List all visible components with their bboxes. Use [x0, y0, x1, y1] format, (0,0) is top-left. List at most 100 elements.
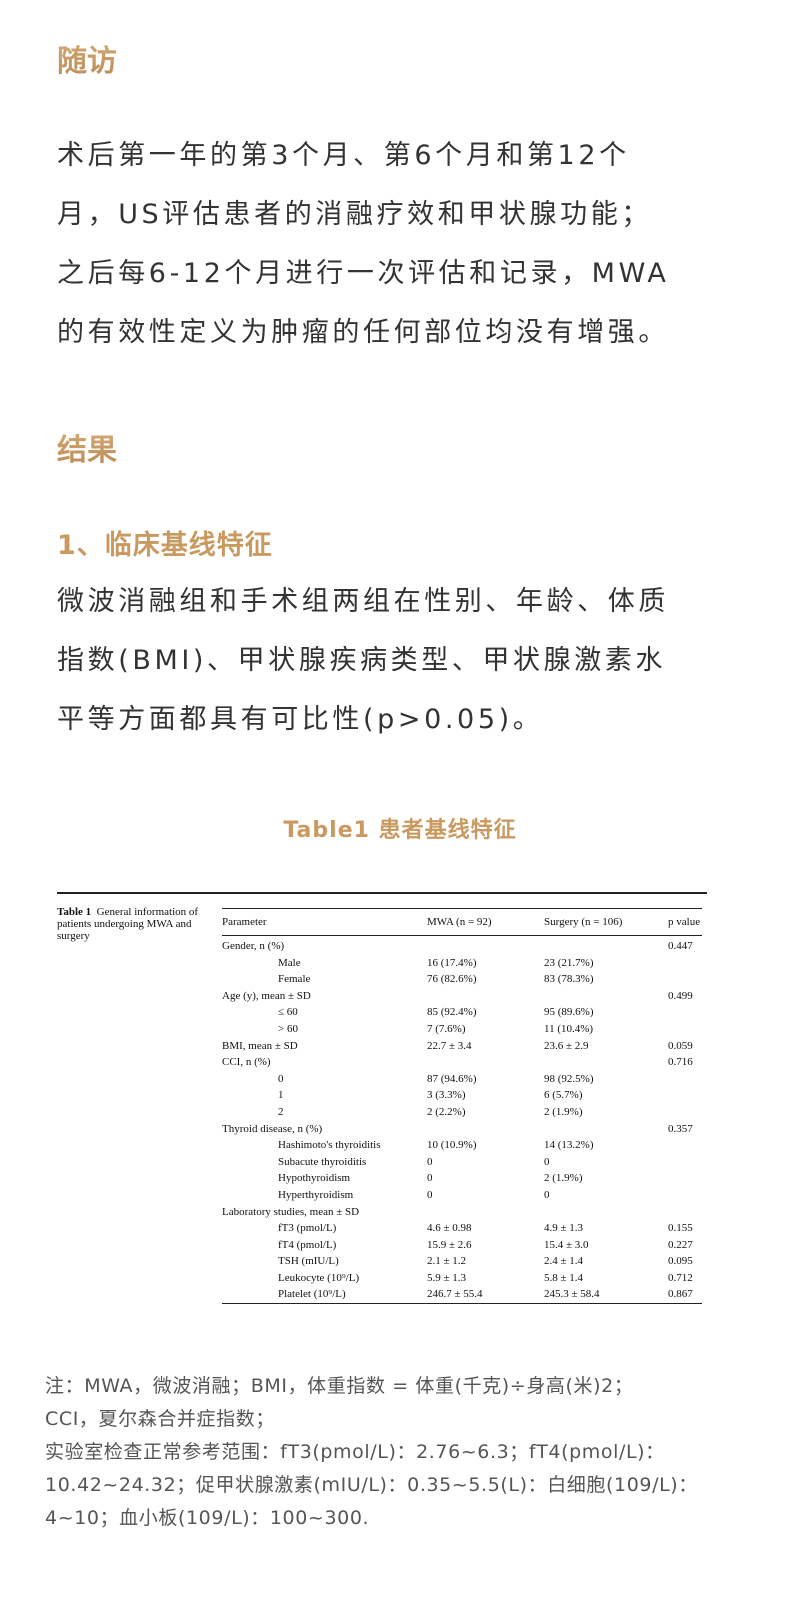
cell-parameter: ≤ 60 [278, 1006, 298, 1019]
table-row: fT4 (pmol/L) 15.9 ± 2.6 15.4 ± 3.0 0.227 [222, 1237, 702, 1254]
table-cell [427, 938, 544, 955]
table-cell [544, 938, 668, 955]
cell-parameter: TSH (mIU/L) [278, 1255, 339, 1268]
table-cell: 4.6 ± 0.98 [427, 1222, 472, 1235]
table-label: Table 1 [57, 906, 92, 918]
table-cell: 0 [544, 1188, 550, 1201]
text-line: 之后每6-12个月进行一次评估和记录，MWA [57, 258, 670, 289]
table-cell: 0.716 [668, 1056, 693, 1069]
table-row: Age (y), mean ± SD 0.499 [222, 988, 702, 1005]
table-cell: 98 (92.5%) [544, 1072, 594, 1085]
text-line: 微波消融组和手术组两组在性别、年龄、体质 [57, 586, 669, 617]
table-cell [668, 1170, 702, 1187]
note-line: 10.42~24.32；促甲状腺激素(mIU/L)：0.35~5.5(L)：白细… [45, 1474, 698, 1496]
table-cell: 6 (5.7%) [544, 1089, 583, 1102]
note-line: 注：MWA，微波消融；BMI，体重指数 = 体重(千克)÷身高(米)2； [45, 1375, 634, 1397]
text-line: 的有效性定义为肿瘤的任何部位均没有增强。 [57, 317, 669, 348]
cell-parameter: > 60 [278, 1022, 298, 1035]
table-cell: 15.4 ± 3.0 [544, 1238, 589, 1251]
table-cell: 0.155 [668, 1222, 693, 1235]
table-cell: 2 (2.2%) [427, 1105, 466, 1118]
table-cell: 2.4 ± 1.4 [544, 1255, 584, 1268]
text-line: 术后第一年的第3个月、第6个月和第12个 [57, 140, 630, 171]
text-line: 指数(BMI)、甲状腺疾病类型、甲状腺激素水 [57, 645, 667, 676]
table-cell: 23.6 ± 2.9 [544, 1039, 589, 1052]
baseline-table-image: Table 1 General information of patients … [55, 884, 707, 1312]
table-row: Leukocyte (10⁹/L) 5.9 ± 1.3 5.8 ± 1.4 0.712 [222, 1270, 702, 1287]
table-cell: 7 (7.6%) [427, 1022, 466, 1035]
table-row: fT3 (pmol/L) 4.6 ± 0.98 4.9 ± 1.3 0.155 [222, 1220, 702, 1237]
table-cell: 0.712 [668, 1271, 693, 1284]
table-cell: 22.7 ± 3.4 [427, 1039, 472, 1052]
table-row: Platelet (10⁹/L) 246.7 ± 55.4 245.3 ± 58.4… [222, 1286, 702, 1303]
note-line: 实验室检查正常参考范围：fT3(pmol/L)：2.76~6.3；fT4(pmo… [45, 1441, 665, 1463]
cell-parameter: Subacute thyroiditis [278, 1155, 367, 1168]
table-cell [427, 1054, 544, 1071]
table-row: Laboratory studies, mean ± SD [222, 1204, 702, 1221]
followup-heading: 随访 [57, 36, 117, 80]
table-cell [668, 1187, 702, 1204]
table-cell [427, 1204, 544, 1221]
divider [57, 892, 707, 894]
table-cell: 0.357 [668, 1122, 693, 1135]
table-cell [427, 1121, 544, 1138]
cell-parameter: Hypothyroidism [278, 1172, 351, 1185]
cell-parameter: BMI, mean ± SD [222, 1039, 298, 1052]
results-paragraph: 微波消融组和手术组两组在性别、年龄、体质 指数(BMI)、甲状腺疾病类型、甲状腺… [57, 572, 747, 749]
table-cell: 246.7 ± 55.4 [427, 1288, 483, 1301]
table-cell: 15.9 ± 2.6 [427, 1238, 472, 1251]
cell-parameter: CCI, n (%) [222, 1056, 271, 1069]
table-row: CCI, n (%) 0.716 [222, 1054, 702, 1071]
table-row: TSH (mIU/L) 2.1 ± 1.2 2.4 ± 1.4 0.095 [222, 1253, 702, 1270]
table-cell: 76 (82.6%) [427, 973, 477, 986]
table-cell [668, 1204, 702, 1221]
table-header-row: Parameter MWA (n = 92) Surgery (n = 106)… [222, 909, 702, 936]
header-parameter: Parameter [222, 916, 267, 928]
table-cell [427, 988, 544, 1005]
table-cell: 23 (21.7%) [544, 956, 594, 969]
cell-parameter: Hashimoto's thyroiditis [278, 1139, 381, 1152]
table-cell: 0.227 [668, 1238, 693, 1251]
table-cell: 245.3 ± 58.4 [544, 1288, 600, 1301]
table-cell: 95 (89.6%) [544, 1006, 594, 1019]
table-cell: 0 [427, 1155, 433, 1168]
table-row: 2 2 (2.2%) 2 (1.9%) [222, 1104, 702, 1121]
baseline-table: Parameter MWA (n = 92) Surgery (n = 106)… [222, 908, 702, 1305]
table-row: Hashimoto's thyroiditis 10 (10.9%) 14 (13.… [222, 1137, 702, 1154]
followup-paragraph: 术后第一年的第3个月、第6个月和第12个 月，US评估患者的消融疗效和甲状腺功能… [57, 126, 747, 362]
table-cell [544, 1054, 668, 1071]
header-p-value: p value [668, 916, 701, 928]
table-cell: 83 (78.3%) [544, 973, 594, 986]
cell-parameter: Gender, n (%) [222, 940, 285, 952]
table-row: BMI, mean ± SD 22.7 ± 3.4 23.6 ± 2.9 0.059 [222, 1038, 702, 1055]
table-notes: 注：MWA，微波消融；BMI，体重指数 = 体重(千克)÷身高(米)2； CCI… [45, 1370, 765, 1535]
table-cell [668, 1137, 702, 1154]
note-line: 4~10；血小板(109/L)：100~300. [45, 1507, 370, 1529]
table-row: Thyroid disease, n (%) 0.357 [222, 1121, 702, 1138]
table-cell [668, 1071, 702, 1088]
table-cell: 0.867 [668, 1288, 693, 1301]
table-row: Male 16 (17.4%) 23 (21.7%) [222, 955, 702, 972]
cell-parameter: Platelet (10⁹/L) [278, 1288, 346, 1301]
table-cell: 0 [427, 1188, 433, 1201]
table-cell [668, 1154, 702, 1171]
table-cell: 0 [427, 1172, 433, 1185]
table-cell: 0 [544, 1155, 550, 1168]
table-row: Subacute thyroiditis 0 0 [222, 1154, 702, 1171]
table-cell [544, 1204, 668, 1221]
table-cell: 2 (1.9%) [544, 1172, 583, 1185]
cell-parameter: fT3 (pmol/L) [278, 1222, 337, 1235]
cell-parameter: fT4 (pmol/L) [278, 1238, 337, 1251]
cell-parameter: Male [278, 956, 301, 969]
table-row: Female 76 (82.6%) 83 (78.3%) [222, 971, 702, 988]
baseline-subheading: 1、临床基线特征 [57, 530, 273, 561]
table-cell: 10 (10.9%) [427, 1139, 477, 1152]
table-cell [668, 1087, 702, 1104]
cell-parameter: 1 [278, 1089, 284, 1102]
table-cell [668, 1104, 702, 1121]
table-inner-caption: Table 1 General information of patients … [57, 906, 207, 942]
table-caption: Table1 患者基线特征 [283, 818, 517, 843]
table-row: > 60 7 (7.6%) 11 (10.4%) [222, 1021, 702, 1038]
cell-parameter: Female [278, 973, 311, 986]
table-row: Hyperthyroidism 0 0 [222, 1187, 702, 1204]
